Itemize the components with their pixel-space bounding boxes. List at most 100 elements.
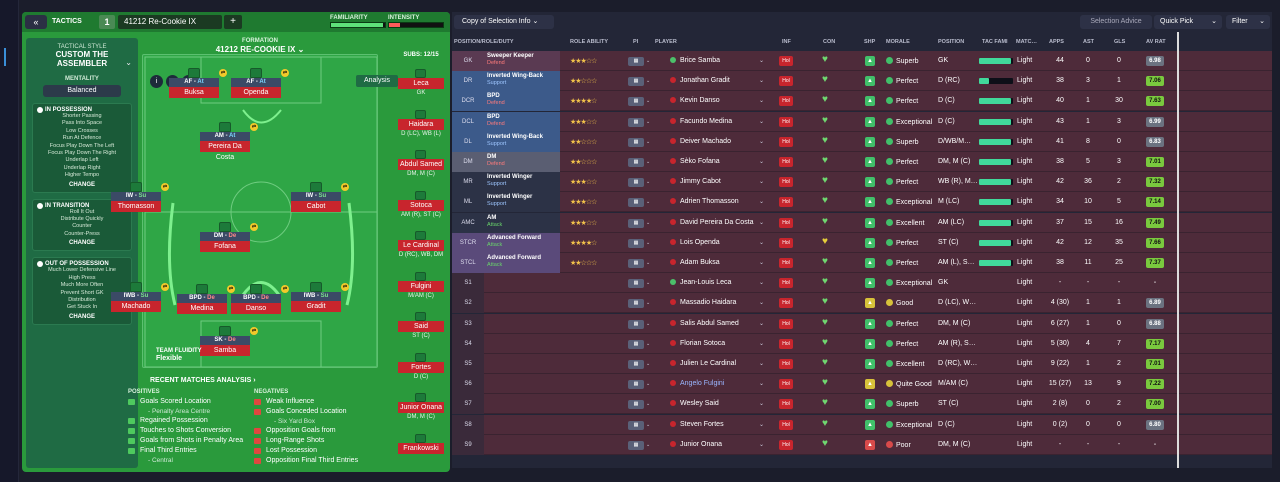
- col-role-ability[interactable]: ROLE ABILITY: [570, 39, 608, 45]
- player-name-link[interactable]: Julien Le Cardinal: [670, 360, 736, 367]
- player-instructions-icon[interactable]: ▦: [628, 279, 644, 289]
- table-row[interactable]: DCL BPD Defend ★★★☆☆ ▦ ⌄ Facundo Medina ⌄ Hol ♥ ▲ E…: [452, 111, 1272, 132]
- pi-chevron-icon[interactable]: ⌄: [646, 239, 651, 246]
- swap-arrow-icon[interactable]: ⇄: [227, 285, 235, 293]
- table-row[interactable]: S6 ▦ ⌄ Angelo Fulgini ⌄ Hol ♥ ▲ Quite Good M/AM (…: [452, 374, 1272, 395]
- player-name-link[interactable]: Florian Sotoca: [670, 339, 725, 347]
- swap-arrow-icon[interactable]: ⇄: [161, 183, 169, 191]
- table-row[interactable]: GK Sweeper Keeper Defend ★★★☆☆ ▦ ⌄ Brice Samba…: [452, 51, 1272, 71]
- formation-name[interactable]: 41212 RE-COOKIE IX ⌄: [142, 45, 378, 54]
- col-con[interactable]: CON: [823, 39, 836, 45]
- swap-arrow-icon[interactable]: ⇄: [161, 283, 169, 291]
- swap-arrow-icon[interactable]: ⇄: [341, 183, 349, 191]
- sub-player[interactable]: Said ST (C): [398, 312, 444, 339]
- player-name-link[interactable]: Angelo Fulgini: [670, 380, 724, 387]
- table-row[interactable]: MR Inverted Winger Support ★★★☆☆ ▦ ⌄ Jimmy Cab…: [452, 172, 1272, 193]
- player-instructions-icon[interactable]: ▦: [628, 178, 644, 188]
- player-name-link[interactable]: Sèko Fofana: [670, 158, 720, 165]
- player-card[interactable]: IWB - Su Machado ⇄: [111, 282, 169, 312]
- col-morale[interactable]: MORALE: [886, 39, 910, 45]
- tactic-slot-number[interactable]: 1: [99, 15, 115, 29]
- tab-tactics[interactable]: TACTICS: [52, 18, 82, 25]
- role-duty-cell[interactable]: Inverted Wing-Back Support: [484, 71, 560, 92]
- table-row[interactable]: STCL Advanced Forward Attack ★★☆☆☆ ▦ ⌄ Adam Bu…: [452, 253, 1272, 273]
- table-row[interactable]: S8 ▦ ⌄ Steven Fortes ⌄ Hol ♥ ▲ Exceptional D (C) L…: [452, 414, 1272, 435]
- pi-chevron-icon[interactable]: ⌄: [646, 138, 651, 145]
- player-name-link[interactable]: Jean-Louis Leca: [670, 279, 731, 286]
- player-dropdown-icon[interactable]: ⌄: [759, 361, 765, 367]
- pi-chevron-icon[interactable]: ⌄: [646, 199, 651, 206]
- player-name-link[interactable]: Deiver Machado: [670, 137, 731, 145]
- col-inf[interactable]: INF: [782, 39, 791, 45]
- player-instructions-icon[interactable]: ▦: [628, 137, 644, 147]
- pi-chevron-icon[interactable]: ⌄: [646, 159, 651, 165]
- sub-player[interactable]: Fortes D (C): [398, 352, 444, 380]
- sub-player[interactable]: Sotoca AM (R), ST (C): [398, 190, 444, 218]
- col-pi[interactable]: PI: [633, 39, 639, 45]
- player-instructions-icon[interactable]: ▦: [628, 420, 644, 430]
- role-duty-cell[interactable]: Inverted Winger Support: [484, 172, 560, 193]
- table-row[interactable]: S5 ▦ ⌄ Julien Le Cardinal ⌄ Hol ♥ ▲ Excellent D (…: [452, 354, 1272, 374]
- quick-pick-button[interactable]: Quick Pick ⌄: [1154, 15, 1222, 29]
- player-instructions-icon[interactable]: ▦: [628, 380, 644, 390]
- role-duty-cell[interactable]: Sweeper Keeper Defend: [484, 51, 560, 71]
- col-av-rat[interactable]: AV RAT: [1146, 39, 1166, 45]
- pi-chevron-icon[interactable]: ⌄: [646, 179, 651, 186]
- sub-player[interactable]: Haidara D (LC), WB (L): [398, 109, 444, 137]
- player-card[interactable]: BPD - De Danso ⇄: [231, 284, 289, 314]
- role-duty-cell[interactable]: [484, 273, 560, 293]
- player-name-link[interactable]: Steven Fortes: [670, 420, 724, 428]
- player-name-link[interactable]: Brice Samba: [670, 57, 720, 64]
- table-row[interactable]: S7 ▦ ⌄ Wesley Said ⌄ Hol ♥ ▲ Superb ST (C) Light 2 …: [452, 394, 1272, 415]
- player-instructions-icon[interactable]: ▦: [628, 339, 644, 349]
- player-instructions-icon[interactable]: ▦: [628, 319, 644, 329]
- table-row[interactable]: S4 ▦ ⌄ Florian Sotoca ⌄ Hol ♥ ▲ Perfect AM (R), S…: [452, 333, 1272, 354]
- player-dropdown-icon[interactable]: ⌄: [759, 239, 765, 246]
- player-dropdown-icon[interactable]: ⌄: [759, 381, 765, 388]
- role-duty-cell[interactable]: [484, 394, 560, 414]
- player-name-link[interactable]: Salis Abdul Samed: [670, 319, 739, 327]
- swap-arrow-icon[interactable]: ⇄: [250, 327, 258, 335]
- col-position-role-duty[interactable]: POSITION/ROLE/DUTY: [454, 39, 514, 45]
- role-duty-cell[interactable]: Advanced Forward Attack: [484, 232, 560, 253]
- col-tac-fam[interactable]: TAC FAMI: [982, 39, 1008, 45]
- player-card[interactable]: IW - Su Cabot ⇄: [291, 182, 349, 212]
- player-instructions-icon[interactable]: ▦: [628, 360, 644, 369]
- sub-player[interactable]: Frankowski: [398, 433, 444, 455]
- pi-chevron-icon[interactable]: ⌄: [646, 320, 651, 327]
- role-duty-cell[interactable]: [484, 314, 560, 334]
- player-name-link[interactable]: David Pereira Da Costa: [670, 218, 754, 226]
- back-button[interactable]: «: [25, 15, 47, 29]
- sub-player[interactable]: Le Cardinal D (RC), WB, DM: [398, 231, 444, 258]
- pi-chevron-icon[interactable]: ⌄: [646, 98, 651, 105]
- player-dropdown-icon[interactable]: ⌄: [759, 219, 765, 226]
- recent-matches-analysis-link[interactable]: RECENT MATCHES ANALYSIS ›: [150, 377, 256, 384]
- swap-arrow-icon[interactable]: ⇄: [281, 285, 289, 293]
- player-dropdown-icon[interactable]: ⌄: [759, 421, 765, 428]
- player-dropdown-icon[interactable]: ⌄: [759, 98, 765, 105]
- col-gls[interactable]: GLS: [1114, 39, 1126, 45]
- role-duty-cell[interactable]: [484, 435, 560, 455]
- player-instructions-icon[interactable]: ▦: [628, 77, 644, 87]
- pi-chevron-icon[interactable]: ⌄: [646, 260, 651, 266]
- player-dropdown-icon[interactable]: ⌄: [759, 260, 765, 266]
- swap-arrow-icon[interactable]: ⇄: [250, 123, 258, 131]
- player-dropdown-icon[interactable]: ⌄: [759, 199, 765, 206]
- role-duty-cell[interactable]: Inverted Wing-Back Support: [484, 131, 560, 152]
- col-shp[interactable]: SHP: [864, 39, 876, 45]
- mentality-select[interactable]: Balanced: [43, 85, 121, 97]
- selection-advice-button[interactable]: Selection Advice: [1080, 15, 1152, 29]
- tactical-style-name-2[interactable]: ASSEMBLER: [56, 59, 108, 68]
- player-name-link[interactable]: Jimmy Cabot: [670, 178, 721, 185]
- player-card[interactable]: SK - De Samba ⇄: [200, 326, 258, 356]
- swap-arrow-icon[interactable]: ⇄: [250, 223, 258, 231]
- player-dropdown-icon[interactable]: ⌄: [759, 78, 765, 85]
- analysis-button[interactable]: Analysis: [356, 75, 398, 87]
- player-instructions-icon[interactable]: ▦: [628, 158, 644, 167]
- pi-chevron-icon[interactable]: ⌄: [646, 219, 651, 226]
- player-name-link[interactable]: Wesley Said: [670, 400, 719, 407]
- swap-arrow-icon[interactable]: ⇄: [341, 283, 349, 291]
- role-duty-cell[interactable]: AM Attack: [484, 212, 560, 233]
- player-dropdown-icon[interactable]: ⌄: [759, 58, 765, 64]
- pi-chevron-icon[interactable]: ⌄: [646, 441, 651, 448]
